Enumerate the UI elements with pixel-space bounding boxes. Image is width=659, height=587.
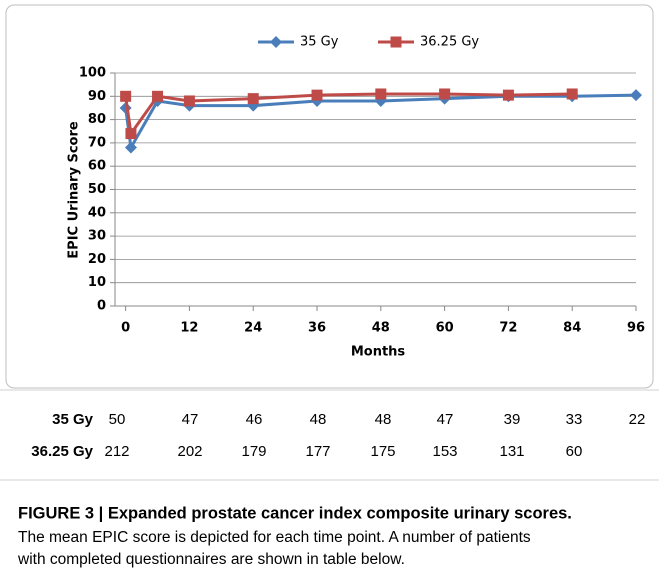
x-tick-label: 24	[244, 321, 262, 336]
table-cell: 48	[310, 411, 327, 428]
table-cell: 212	[104, 443, 129, 460]
table-cell: 22	[629, 411, 646, 428]
table-cell: 60	[566, 443, 583, 460]
table-cell: 131	[499, 443, 524, 460]
marker	[630, 89, 642, 102]
marker	[375, 88, 387, 100]
y-tick-label: 60	[88, 159, 106, 174]
table-cell: 47	[437, 411, 454, 428]
table-cell: 202	[177, 443, 202, 460]
legend-label: 36.25 Gy	[420, 35, 479, 50]
y-tick-label: 50	[88, 182, 106, 197]
x-tick-label: 84	[563, 321, 581, 336]
marker	[124, 141, 137, 154]
marker	[390, 36, 402, 48]
x-axis-title: Months	[351, 345, 406, 360]
marker	[152, 90, 164, 102]
marker	[566, 88, 578, 100]
marker	[270, 36, 282, 48]
y-tick-label: 70	[88, 135, 106, 150]
y-tick-label: 30	[88, 229, 106, 244]
x-tick-label: 72	[499, 321, 517, 336]
x-tick-label: 48	[372, 321, 390, 336]
marker	[120, 90, 132, 102]
chart-frame	[5, 4, 654, 389]
marker	[125, 128, 137, 140]
table-cell: 46	[246, 411, 263, 428]
marker	[183, 95, 195, 107]
y-axis-title: EPIC Urinary Score	[67, 121, 82, 259]
marker	[439, 88, 451, 100]
table-cell: 175	[370, 443, 395, 460]
x-tick-label: 60	[436, 321, 454, 336]
table-cell: 33	[566, 411, 583, 428]
series-line	[124, 92, 573, 138]
y-tick-label: 100	[79, 66, 106, 81]
caption-text: with completed questionnaires are shown …	[17, 551, 405, 568]
table-cell: 179	[241, 443, 266, 460]
y-tick-label: 40	[88, 205, 106, 220]
table-cell: 48	[375, 411, 392, 428]
table-cell: 177	[305, 443, 330, 460]
marker	[119, 101, 132, 114]
x-tick-label: 12	[180, 321, 198, 336]
marker	[247, 93, 259, 105]
marker	[311, 89, 323, 101]
table-cell: 50	[109, 411, 126, 428]
y-tick-label: 0	[97, 299, 106, 314]
x-tick-label: 0	[121, 321, 130, 336]
y-tick-label: 90	[88, 89, 106, 104]
x-tick-label: 36	[308, 321, 326, 336]
table-cell: 39	[504, 411, 521, 428]
caption-title: FIGURE 3 | Expanded prostate cancer inde…	[18, 504, 572, 522]
y-tick-label: 80	[88, 112, 106, 127]
table-cell: 153	[432, 443, 457, 460]
legend-label: 35 Gy	[300, 35, 339, 50]
x-tick-label: 96	[627, 321, 645, 336]
y-tick-label: 10	[88, 275, 106, 290]
caption-text: The mean EPIC score is depicted for each…	[18, 529, 531, 546]
row-header: 35 Gy	[52, 411, 94, 428]
marker	[502, 89, 514, 101]
row-header: 36.25 Gy	[31, 443, 93, 460]
y-tick-label: 20	[88, 252, 106, 267]
table-cell: 47	[182, 411, 199, 428]
